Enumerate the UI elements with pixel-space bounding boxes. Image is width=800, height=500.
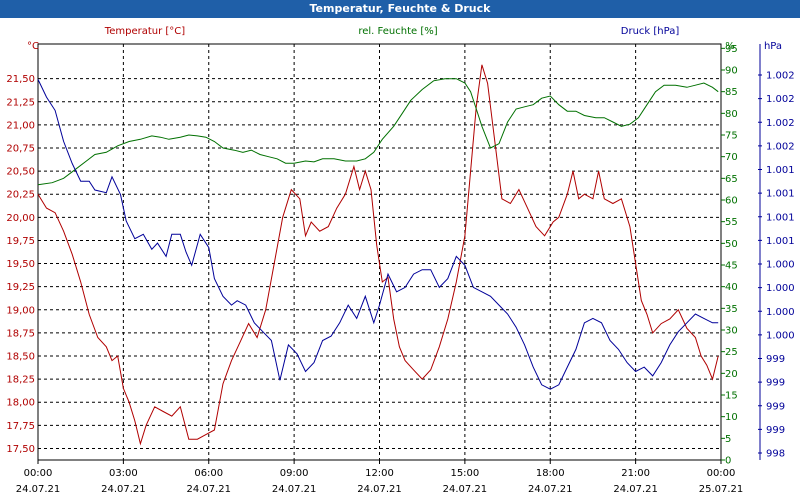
temperature-tick-label: 18,25 <box>6 375 35 386</box>
temperature-tick-label: 20,75 <box>6 144 35 155</box>
temperature-tick-label: 18,75 <box>6 328 35 339</box>
temperature-tick-label: 20,00 <box>6 213 35 224</box>
pressure-tick-label: 999 <box>766 401 785 412</box>
pressure-unit-label: hPa <box>764 41 782 52</box>
x-tick-time: 00:00 <box>707 468 736 479</box>
pressure-tick-label: 1.001 <box>766 165 795 176</box>
pressure-tick-label: 999 <box>766 378 785 389</box>
x-tick-date: 24.07.21 <box>528 484 573 495</box>
humidity-tick-label: 30 <box>725 326 738 337</box>
x-tick-time: 09:00 <box>280 468 309 479</box>
humidity-tick-label: 40 <box>725 282 738 293</box>
x-tick-time: 15:00 <box>450 468 479 479</box>
humidity-axis-label: rel. Feuchte [%] <box>358 26 437 37</box>
humidity-tick-label: 90 <box>725 66 738 77</box>
pressure-tick-label: 1.000 <box>766 260 795 271</box>
plot-frame <box>37 43 722 461</box>
pressure-tick-label: 1.000 <box>766 283 795 294</box>
temperature-tick-label: 17,50 <box>6 444 35 455</box>
temperature-tick-label: 19,50 <box>6 259 35 270</box>
humidity-line <box>37 78 719 186</box>
humidity-tick-label: 65 <box>725 174 738 185</box>
humidity-tick-label: 35 <box>725 304 738 315</box>
series-group <box>37 64 719 446</box>
x-tick-date: 24.07.21 <box>186 484 231 495</box>
pressure-tick-label: 1.002 <box>766 71 795 82</box>
temperature-tick-label: 19,00 <box>6 305 35 316</box>
pressure-tick-label: 1.002 <box>766 94 795 105</box>
humidity-tick-label: 70 <box>725 152 738 163</box>
humidity-tick-label: 5 <box>725 434 731 445</box>
temperature-tick-label: 18,50 <box>6 352 35 363</box>
temperature-tick-label: 18,00 <box>6 398 35 409</box>
pressure-tick-label: 998 <box>766 449 785 460</box>
humidity-tick-label: 50 <box>725 239 738 250</box>
pressure-tick-label: 1.002 <box>766 118 795 129</box>
x-tick-date: 24.07.21 <box>613 484 658 495</box>
pressure-tick-label: 999 <box>766 425 785 436</box>
humidity-tick-label: 95 <box>725 44 738 55</box>
temperature-tick-label: 17,75 <box>6 421 35 432</box>
chart-title: Temperatur, Feuchte & Druck <box>0 0 800 18</box>
x-tick-time: 18:00 <box>536 468 565 479</box>
temperature-tick-label: 21,00 <box>6 120 35 131</box>
humidity-unit-label: % <box>725 41 735 52</box>
humidity-tick-label: 20 <box>725 369 738 380</box>
x-tick-time: 12:00 <box>365 468 394 479</box>
x-tick-time: 06:00 <box>194 468 223 479</box>
temperature-unit-label: °C <box>27 41 39 52</box>
humidity-tick-label: 0 <box>725 456 731 467</box>
temperature-tick-label: 20,50 <box>6 167 35 178</box>
humidity-tick-label: 55 <box>725 217 738 228</box>
x-tick-time: 03:00 <box>109 468 138 479</box>
temperature-tick-label: 20,25 <box>6 190 35 201</box>
temperature-tick-label: 21,50 <box>6 74 35 85</box>
plot-border <box>37 43 722 461</box>
weather-chart: 17,50 17,75 18,00 18,25 18,50 18,75 19,00 19,25… <box>6 26 794 495</box>
humidity-tick-label: 80 <box>725 109 738 120</box>
temperature-tick-label: 21,25 <box>6 97 35 108</box>
x-tick-date: 25.07.21 <box>699 484 744 495</box>
humidity-tick-label: 15 <box>725 391 738 402</box>
humidity-tick-label: 75 <box>725 131 738 142</box>
x-tick-date: 24.07.21 <box>16 484 61 495</box>
humidity-tick-label: 25 <box>725 347 738 358</box>
temperature-line <box>37 64 719 446</box>
pressure-tick-label: 1.000 <box>766 307 795 318</box>
tick-labels: 17,50 17,75 18,00 18,25 18,50 18,75 19,00 19,25… <box>6 44 794 495</box>
x-tick-date: 24.07.21 <box>443 484 488 495</box>
pressure-tick-label: 1.001 <box>766 212 795 223</box>
humidity-tick-label: 60 <box>725 196 738 207</box>
humidity-tick-label: 85 <box>725 87 738 98</box>
x-tick-date: 24.07.21 <box>272 484 317 495</box>
pressure-tick-label: 1.000 <box>766 330 795 341</box>
humidity-tick-label: 10 <box>725 412 738 423</box>
pressure-tick-label: 1.001 <box>766 189 795 200</box>
grid-lines <box>37 44 722 464</box>
temperature-axis-label: Temperatur [°C] <box>104 26 185 37</box>
temperature-tick-label: 19,75 <box>6 236 35 247</box>
temperature-tick-label: 19,25 <box>6 282 35 293</box>
x-tick-time: 21:00 <box>621 468 650 479</box>
x-tick-date: 24.07.21 <box>357 484 402 495</box>
pressure-tick-label: 1.001 <box>766 236 795 247</box>
pressure-tick-label: 1.002 <box>766 141 795 152</box>
pressure-axis-label: Druck [hPa] <box>621 26 680 37</box>
pressure-line <box>37 79 719 390</box>
x-tick-date: 24.07.21 <box>101 484 146 495</box>
x-tick-time: 00:00 <box>24 468 53 479</box>
pressure-tick-label: 999 <box>766 354 785 365</box>
humidity-tick-label: 45 <box>725 261 738 272</box>
